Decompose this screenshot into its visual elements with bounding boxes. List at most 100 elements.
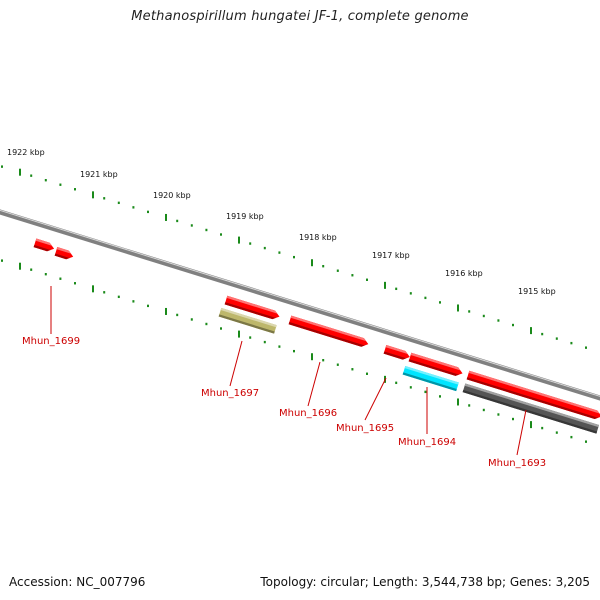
genome-backbone (0, 209, 600, 401)
feature-mhun-1697-top (220, 307, 277, 328)
gene-label: Mhun_1695 (336, 423, 394, 434)
outer-minor-tick (497, 319, 500, 322)
inner-minor-tick (205, 322, 208, 326)
inner-minor-tick (132, 300, 135, 303)
gene-label: Mhun_1699 (22, 336, 80, 347)
inner-minor-tick (541, 426, 544, 430)
feature-mhun-1697-bottom (218, 314, 275, 334)
outer-minor-tick (439, 301, 441, 304)
feature-mhun-1696-body (288, 315, 369, 347)
outer-minor-tick (176, 219, 179, 223)
scale-label: 1917 kbp (372, 251, 410, 260)
inner-minor-tick (424, 390, 427, 394)
scale-label: 1915 kbp (518, 287, 556, 296)
inner-minor-tick (395, 381, 398, 385)
outer-minor-tick (132, 206, 135, 209)
genome-summary-text: Topology: circular; Length: 3,544,738 bp… (260, 575, 590, 589)
feature-mhun-1694 (402, 365, 459, 392)
scale-label: 1920 kbp (153, 191, 191, 200)
outer-minor-tick (555, 337, 558, 340)
outer-minor-tick (570, 341, 573, 345)
inner-minor-tick (176, 313, 179, 317)
outer-minor-tick (147, 210, 149, 214)
scale-label: 1922 kbp (7, 148, 45, 157)
gene-features (33, 238, 600, 434)
scale-label: 1918 kbp (299, 233, 337, 242)
outer-minor-tick (366, 278, 368, 281)
outer-minor-tick (220, 233, 222, 236)
feature-mhun-1699b-top (56, 247, 71, 254)
outer-minor-tick (44, 178, 47, 182)
feature-plus-strand-a-top (226, 295, 278, 314)
inner-minor-tick (30, 268, 33, 271)
feature-mhun-1694-body (402, 365, 459, 392)
inner-minor-tick (555, 431, 558, 434)
feature-mhun-1694-bottom (402, 372, 457, 392)
scale-label: 1916 kbp (445, 269, 483, 278)
inner-minor-tick (570, 435, 573, 439)
accession-text: Accession: NC_007796 (9, 575, 146, 589)
outer-minor-tick (30, 174, 33, 177)
outer-minor-tick (482, 314, 485, 318)
inner-minor-tick (351, 368, 354, 371)
outer-minor-tick (468, 310, 471, 313)
inner-minor-tick (1, 259, 3, 262)
feature-plus-strand-a-body (224, 295, 280, 320)
feature-mhun-1699b-bottom (54, 253, 70, 260)
inner-minor-tick (147, 304, 149, 308)
inner-minor-tick (336, 363, 339, 366)
scale-label: 1921 kbp (80, 170, 118, 179)
gene-label: Mhun_1697 (201, 388, 259, 399)
inner-minor-tick (190, 318, 193, 321)
inner-minor-tick (103, 291, 106, 294)
feature-mhun-1697-body (218, 307, 277, 334)
feature-gray (462, 383, 600, 434)
inner-minor-tick (44, 272, 47, 276)
feature-plus-strand-b-body (408, 352, 463, 376)
outer-minor-tick (336, 269, 339, 272)
feature-mhun-1693-top (468, 370, 600, 414)
outer-minor-tick (249, 242, 252, 245)
inner-minor-tick (278, 345, 281, 348)
feature-mhun-1695 (383, 345, 410, 360)
feature-plus-strand-b-top (410, 352, 461, 371)
inner-minor-tick (263, 340, 266, 344)
feature-mhun-1695-top (385, 345, 408, 355)
callout-line (364, 377, 387, 421)
feature-plus-strand-a (224, 295, 280, 320)
callout-line (307, 361, 321, 407)
outer-minor-tick (585, 346, 587, 349)
gene-label: Mhun_1693 (488, 458, 546, 469)
inner-minor-tick (117, 295, 120, 299)
gene-callouts: Mhun_1699 Mhun_1697 Mhun_1696 Mhun_1695 Mhun… (22, 286, 546, 469)
outer-minor-tick (1, 165, 3, 168)
callout-line (516, 409, 527, 456)
feature-mhun-1695-bottom (383, 351, 407, 360)
backbone-highlight (0, 209, 600, 397)
outer-minor-tick (263, 246, 266, 250)
inner-minor-tick (74, 282, 76, 285)
inner-minor-tick (439, 395, 441, 398)
gene-label: Mhun_1694 (398, 437, 456, 448)
outer-minor-tick (409, 292, 412, 295)
outer-minor-tick (59, 183, 62, 186)
feature-mhun-1699b (54, 247, 74, 260)
feature-mhun-1693-body (466, 370, 600, 420)
map-title: Methanospirillum hungatei JF-1, complete… (131, 9, 469, 24)
feature-mhun-1697 (218, 307, 277, 334)
outer-minor-tick (278, 251, 281, 254)
feature-mhun-1695-body (383, 345, 410, 360)
outer-minor-tick (541, 332, 544, 336)
outer-minor-tick (322, 264, 325, 268)
feature-gray-body (462, 383, 600, 434)
inner-minor-tick (249, 336, 252, 339)
feature-mhun-1693 (466, 370, 600, 420)
inner-minor-tick (512, 417, 514, 421)
inner-minor-tick (585, 440, 587, 443)
gene-label: Mhun_1696 (279, 408, 337, 419)
feature-mhun-1699a-top (35, 238, 52, 246)
feature-plus-strand-b (408, 352, 463, 376)
inner-minor-tick (482, 408, 485, 412)
outer-minor-tick (74, 188, 76, 191)
